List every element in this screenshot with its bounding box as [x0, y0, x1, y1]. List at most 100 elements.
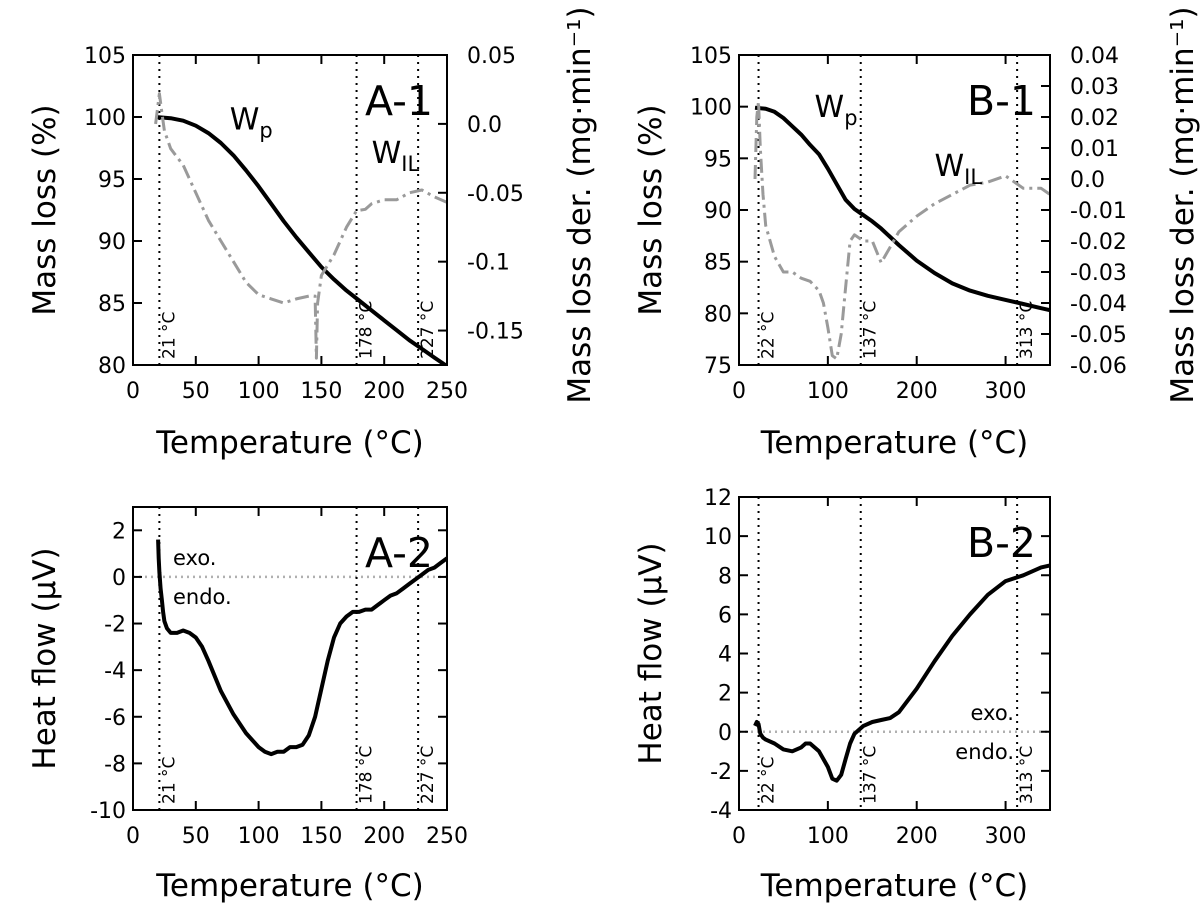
y-tick-label: 75: [704, 354, 732, 379]
panel-label: A-1: [365, 77, 433, 125]
series-line-derivative: [753, 100, 1050, 361]
panel-label: B-1: [967, 77, 1036, 125]
x-tick-label: 100: [238, 379, 280, 404]
x-axis-label: Temperature (°C): [155, 868, 424, 904]
x-tick-label: 200: [896, 824, 938, 849]
y-tick-label: 2: [718, 682, 732, 707]
y-tick-label: -6: [104, 706, 126, 731]
x-tick-label: 100: [807, 824, 849, 849]
y-tick-label: 105: [84, 44, 126, 69]
y2-tick-label: 0.04: [1070, 44, 1119, 69]
plot-frame: [132, 54, 448, 366]
reference-line-label: 22 °C: [759, 312, 779, 359]
panel-b-1: 22 °C 137 °C 313 °C 0 100 200 300 75 80 85 90 95 100…: [633, 6, 1201, 461]
reference-line-label: 313 °C: [1017, 746, 1037, 804]
reference-line-label: 227 °C: [418, 301, 438, 359]
series-line-mass-loss: [155, 115, 447, 365]
y-tick-label: 100: [84, 106, 126, 131]
y-tick-label: 105: [690, 44, 732, 69]
y2-tick-label: -0.01: [1070, 199, 1127, 224]
x-tick-label: 150: [300, 379, 342, 404]
y-tick-label: -2: [104, 613, 126, 638]
y2-tick-label: -0.03: [1070, 261, 1127, 286]
x-tick-label: 50: [182, 379, 210, 404]
y2-tick-label: 0.0: [467, 113, 502, 138]
reference-line-label: 21 °C: [159, 757, 179, 804]
reference-line-label: 137 °C: [861, 746, 881, 804]
y2-axis-label: Mass loss der. (mg·min⁻¹): [562, 6, 598, 403]
y-tick-label: -4: [104, 659, 126, 684]
y2-tick-label: -0.15: [467, 320, 524, 345]
y-tick-label: -10: [90, 799, 126, 824]
x-tick-label: 50: [182, 824, 210, 849]
y2-tick-label: 0.05: [467, 44, 516, 69]
x-tick-label: 0: [732, 824, 746, 849]
x-tick-label: 100: [238, 824, 280, 849]
panel-label: A-2: [365, 529, 433, 577]
y-axis-label: Mass loss (%): [27, 104, 63, 315]
y2-tick-label: 0.01: [1070, 137, 1119, 162]
y2-tick-label: 0.03: [1070, 75, 1119, 100]
y-tick-label: 95: [704, 147, 732, 172]
x-tick-label: 0: [732, 379, 746, 404]
y2-tick-label: 0.02: [1070, 106, 1119, 131]
exo-label: exo.: [971, 701, 1015, 725]
y-tick-label: 0: [112, 566, 126, 591]
y-tick-label: 10: [704, 525, 732, 550]
y-tick-label: 85: [98, 292, 126, 317]
y-axis-label: Heat flow (μV): [27, 547, 63, 769]
y-tick-label: 95: [98, 168, 126, 193]
y-tick-label: 80: [704, 302, 732, 327]
y-tick-label: 2: [112, 519, 126, 544]
plot-frame: [132, 506, 448, 811]
endo-label: endo.: [955, 740, 1014, 764]
panel-label: B-2: [967, 519, 1036, 567]
x-tick-label: 300: [985, 379, 1027, 404]
curve-label-il: WIL: [372, 136, 420, 176]
x-tick-label: 250: [426, 824, 468, 849]
x-tick-label: 0: [126, 379, 140, 404]
y2-tick-label: 0.0: [1070, 168, 1105, 193]
y2-axis-label: Mass loss der. (mg·min⁻¹): [1165, 6, 1201, 403]
x-axis-label: Temperature (°C): [760, 425, 1029, 461]
reference-line-label: 227 °C: [418, 746, 438, 804]
y2-tick-label: -0.04: [1070, 292, 1127, 317]
series-line-heat-flow: [156, 539, 447, 757]
y-tick-label: 80: [98, 354, 126, 379]
panel-a-1: 21 °C 178 °C 227 °C 0 50 100 150 200 250 80 85 90 95…: [27, 6, 598, 461]
x-axis-label: Temperature (°C): [155, 425, 424, 461]
y-tick-label: 90: [98, 230, 126, 255]
y-tick-label: -8: [104, 752, 126, 777]
reference-line-label: 178 °C: [357, 746, 377, 804]
y-axis-label: Mass loss (%): [633, 104, 669, 315]
y-tick-label: 12: [704, 486, 732, 511]
y-axis-label: Heat flow (μV): [633, 542, 669, 764]
reference-line-label: 21 °C: [159, 312, 179, 359]
y-tick-label: 8: [718, 564, 732, 589]
y2-tick-label: -0.06: [1070, 354, 1127, 379]
x-tick-label: 250: [426, 379, 468, 404]
y-tick-label: 85: [704, 251, 732, 276]
x-tick-label: 300: [985, 824, 1027, 849]
series-line-derivative: [154, 92, 447, 360]
x-tick-label: 200: [363, 379, 405, 404]
x-tick-label: 150: [300, 824, 342, 849]
x-tick-label: 200: [896, 379, 938, 404]
curve-label-p: Wp: [815, 90, 858, 130]
endo-label: endo.: [173, 585, 232, 609]
y-tick-label: 90: [704, 199, 732, 224]
panel-b-2: 22 °C 137 °C 313 °C 0 100 200 300 -4 -2 0 2 4 6 8 10 12…: [633, 486, 1051, 904]
exo-label: exo.: [173, 546, 217, 570]
series-line-heat-flow: [753, 563, 1050, 783]
y-tick-label: 4: [718, 643, 732, 668]
reference-line-label: 137 °C: [861, 301, 881, 359]
panel-a-2: 21 °C 178 °C 227 °C 0 50 100 150 200 250 -10 -8 -6 -…: [27, 506, 468, 904]
x-tick-label: 0: [126, 824, 140, 849]
y-tick-label: 6: [718, 603, 732, 628]
y-tick-label: -4: [710, 799, 732, 824]
curve-label-il: WIL: [934, 149, 982, 189]
y2-tick-label: -0.05: [1070, 323, 1127, 348]
reference-line-label: 178 °C: [357, 301, 377, 359]
y2-tick-label: -0.02: [1070, 230, 1127, 255]
